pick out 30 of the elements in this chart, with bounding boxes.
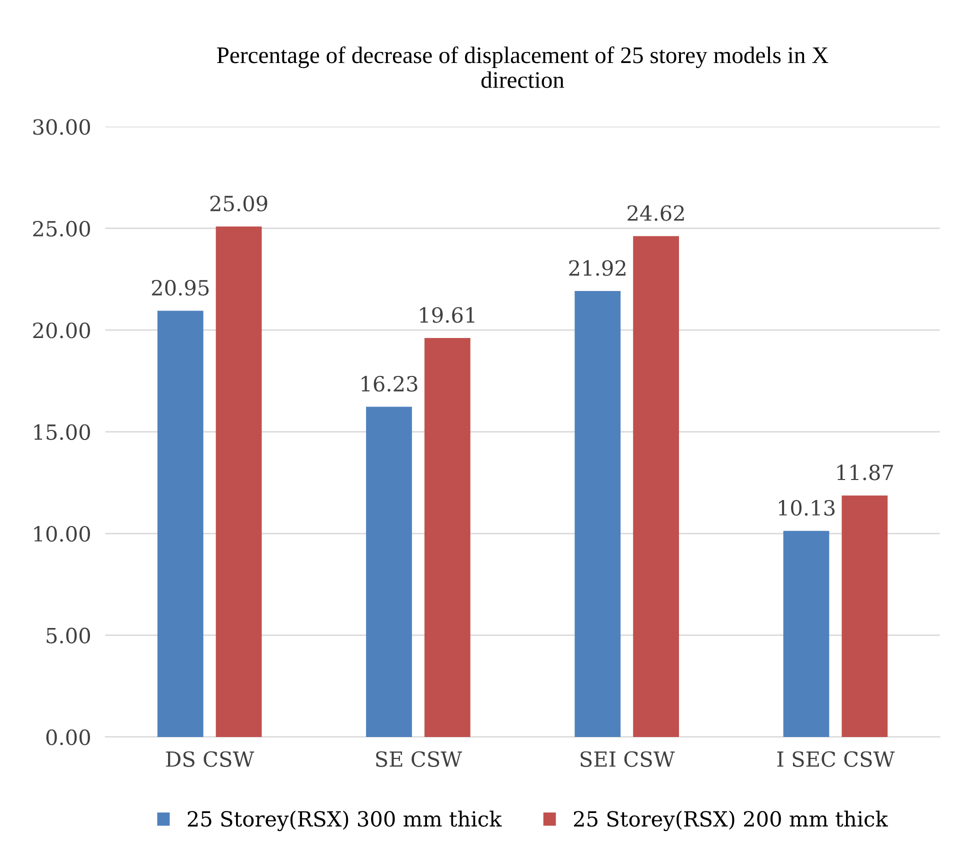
bar [424, 338, 470, 737]
bar [783, 530, 830, 737]
data-label: 25.09 [210, 196, 268, 212]
y-tick-label: 5.00 [46, 628, 90, 644]
bar [842, 495, 888, 737]
data-label: 10.13 [778, 500, 835, 516]
legend-label: 25 Storey(RSX) 200 mm thick [574, 810, 888, 832]
y-tick-label: 25.00 [33, 220, 90, 237]
data-label: 11.87 [837, 464, 893, 480]
y-tick-label: 20.00 [33, 322, 90, 338]
y-tick-label: 30.00 [33, 119, 90, 135]
data-label: 24.62 [628, 205, 684, 221]
data-label: 21.92 [569, 260, 626, 276]
chart-title: Percentage of decrease of displacement of 25 storey models in X direction [217, 46, 828, 88]
bar [574, 291, 621, 737]
bar [366, 406, 412, 737]
bar [633, 236, 679, 737]
x-tick-label: SEI CSW [580, 751, 675, 767]
data-label: 16.23 [362, 376, 418, 392]
y-tick-label: 0.00 [46, 729, 90, 746]
data-label: 20.95 [152, 280, 209, 296]
data-label: 19.61 [420, 307, 474, 323]
x-tick-label: DS CSW [166, 751, 254, 767]
bar [157, 310, 204, 737]
bar [216, 226, 262, 737]
y-tick-label: 15.00 [34, 424, 90, 440]
x-tick-label: I SEC CSW [777, 751, 895, 767]
x-tick-label: SE CSW [376, 751, 462, 767]
y-tick-label: 10.00 [34, 526, 90, 542]
legend-label: 25 Storey(RSX) 300 mm thick [188, 810, 502, 832]
